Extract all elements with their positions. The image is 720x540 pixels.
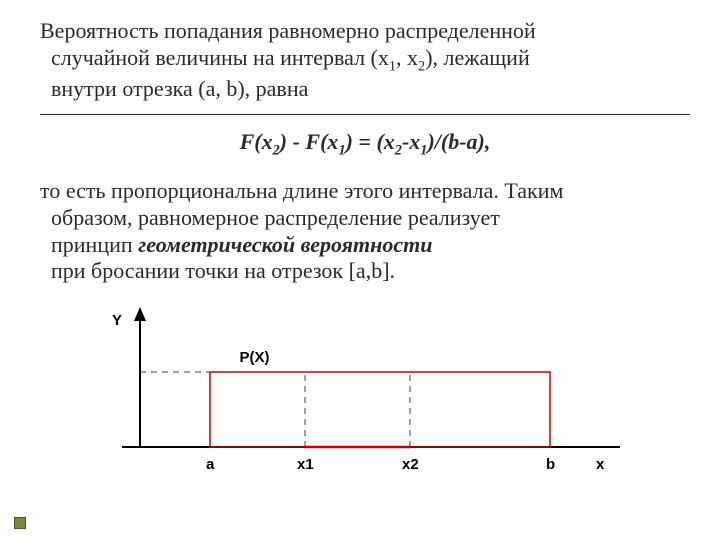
p2-l2: образом, равномерное распределение реали… [51,205,500,230]
f-s2a: 2 [273,143,280,159]
p2-l4: при бросании точки на отрезок [a,b]. [51,258,395,283]
svg-text:Y: Y [112,312,122,329]
f-d: -x [402,129,420,154]
svg-text:x2: x2 [402,456,419,473]
p2-l1: то есть пропорциональна длине этого инте… [40,178,563,203]
svg-text:a: a [206,456,215,473]
svg-text:x1: x1 [297,456,314,473]
f-s1a: 1 [338,143,345,159]
f-b: ) - F(x [280,129,339,154]
p1-l2a: случайной величины на интервал (x [51,45,389,70]
p2-l3b: геометрической вероятности [138,232,432,257]
formula: F(x2) - F(x1) = (x2-x1)/(b-a), [40,129,690,159]
graph-container: Y P(X) a x1 x2 b x [40,297,690,477]
slide-bullet-icon [14,517,26,529]
paragraph-2: то есть пропорциональна длине этого инте… [40,178,690,285]
p2-l3a: принцип [51,232,138,257]
underline-rule [40,114,690,115]
uniform-dist-graph: Y P(X) a x1 x2 b x [80,297,620,477]
svg-text:x: x [596,456,605,473]
paragraph-1: Вероятность попадания равномерно распред… [40,18,690,102]
svg-text:P(X): P(X) [240,349,270,366]
p1-sub1: 1 [389,58,396,74]
f-e: )/(b-a), [427,129,490,154]
p1-l3: внутри отрезка (a, b), равна [51,76,308,101]
f-s2b: 2 [395,143,402,159]
f-c: ) = (x [346,129,395,154]
f-a: F(x [240,129,273,154]
p1-l1: Вероятность попадания равномерно распред… [40,18,536,43]
svg-text:b: b [546,456,555,473]
p1-l2c: ), лежащий [425,45,530,70]
p1-l2b: , x [396,45,418,70]
